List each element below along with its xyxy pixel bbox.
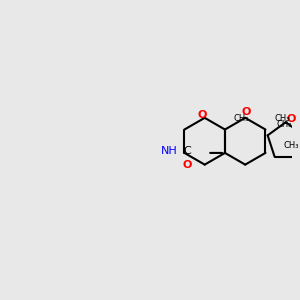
Text: O: O (287, 114, 296, 124)
Text: CH₃: CH₃ (234, 114, 249, 123)
Text: CH₃: CH₃ (276, 120, 292, 129)
Text: C: C (183, 146, 191, 157)
Text: O: O (182, 160, 192, 170)
Text: CH₃: CH₃ (283, 141, 299, 150)
Text: CH₃: CH₃ (274, 114, 290, 123)
Text: O: O (197, 110, 206, 120)
Text: NH: NH (161, 146, 178, 157)
Text: O: O (242, 107, 251, 117)
